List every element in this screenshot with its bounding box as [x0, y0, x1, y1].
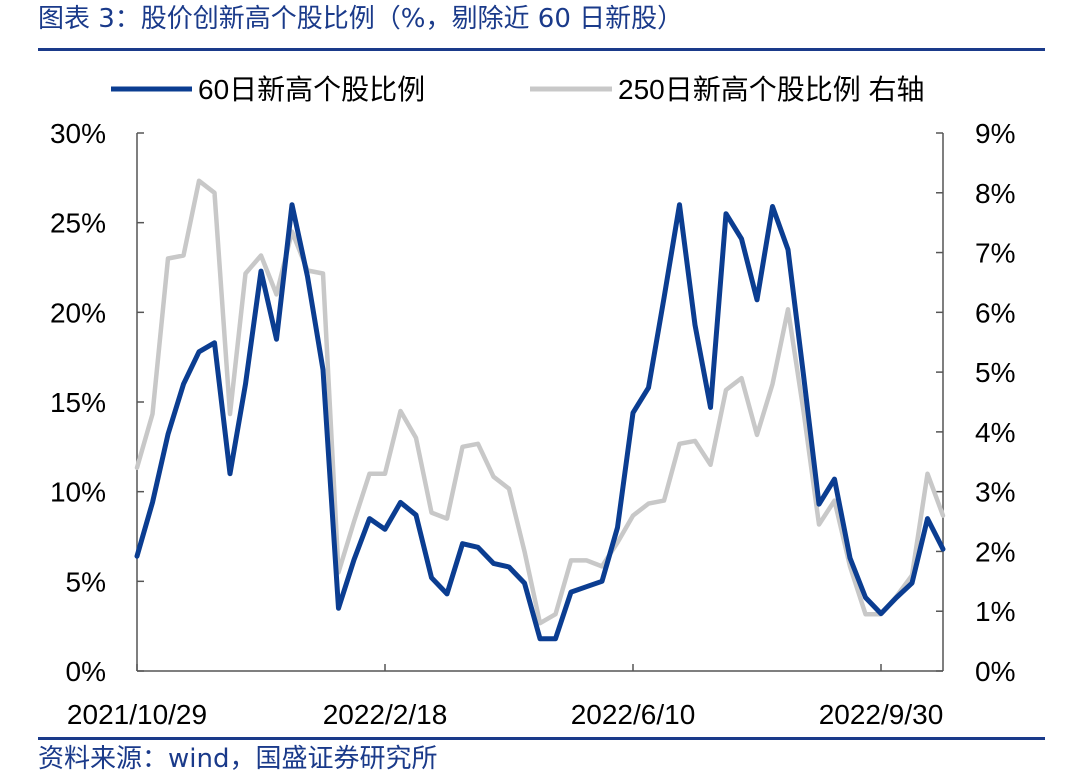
y-right-tick-label: 2% — [975, 536, 1015, 567]
y-left-tick-label: 30% — [50, 118, 106, 149]
legend-label-250d: 250日新高个股比例 右轴 — [618, 74, 925, 105]
plot-area — [134, 178, 946, 642]
y-right-tick-label: 4% — [975, 417, 1015, 448]
y-right-tick-label: 0% — [975, 656, 1015, 687]
x-tick-label: 2022/2/18 — [323, 699, 448, 730]
y-left-tick-label: 25% — [50, 208, 106, 239]
series-line-60d — [134, 202, 946, 642]
x-tick-label: 2022/6/10 — [571, 699, 696, 730]
source-note: 资料来源：wind，国盛证券研究所 — [38, 744, 438, 774]
figure-title: 图表 3：股价创新高个股比例（%，剔除近 60 日新股） — [38, 4, 684, 34]
x-tick-label: 2022/9/30 — [819, 699, 944, 730]
y-right-tick-label: 1% — [975, 596, 1015, 627]
y-left-tick-label: 15% — [50, 387, 106, 418]
y-left-tick-label: 20% — [50, 297, 106, 328]
y-right-tick-label: 3% — [975, 477, 1015, 508]
y-left-tick-label: 10% — [50, 477, 106, 508]
axes: 0% 5% 10% 15% 20% 25% 30% 0% 1% 2% 3% 4% 5% 6% 7% 8% 9% 2… — [50, 118, 1016, 730]
legend-label-60d: 60日新高个股比例 — [198, 74, 425, 105]
y-right-tick-label: 5% — [975, 357, 1015, 388]
x-tick-label: 2021/10/29 — [67, 699, 207, 730]
y-right-tick-label: 6% — [975, 297, 1015, 328]
top-rule — [38, 48, 1045, 51]
y-right-tick-label: 9% — [975, 118, 1015, 149]
series-line-250d — [134, 178, 946, 626]
y-right-tick-label: 7% — [975, 238, 1015, 269]
y-right-tick-label: 8% — [975, 178, 1015, 209]
y-left-tick-label: 5% — [66, 566, 106, 597]
y-left-tick-label: 0% — [66, 656, 106, 687]
legend: 60日新高个股比例 250日新高个股比例 右轴 — [111, 74, 925, 105]
bottom-rule — [38, 737, 1045, 740]
